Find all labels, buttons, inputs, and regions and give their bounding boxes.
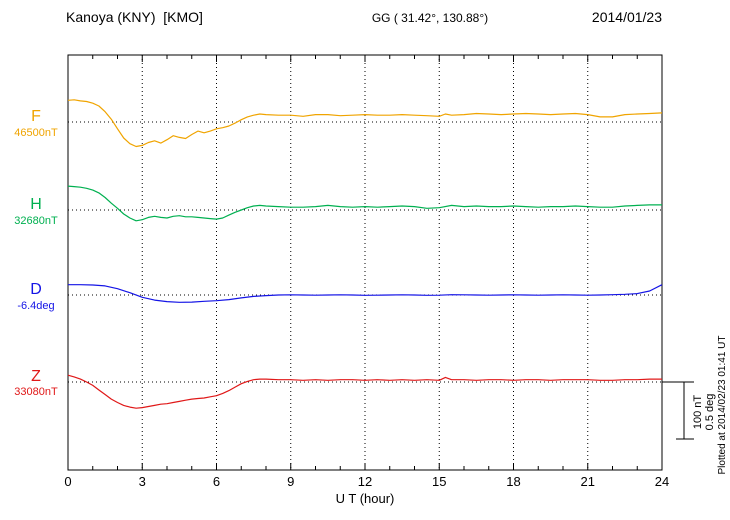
x-tick-label: 15 [432,474,446,489]
trace-Z [67,374,662,409]
x-tick-label: 24 [655,474,669,489]
scale-label-deg: 0.5 deg [704,393,716,431]
series-baseline-F: 46500nT [14,127,58,139]
trace-D [68,284,663,303]
series-baseline-H: 32680nT [14,215,58,227]
plotted-at-note: Plotted at 2014/02/23 01:41 UT [717,335,728,475]
series-baseline-Z: 33080nT [14,386,58,398]
x-tick-label: 6 [213,474,220,489]
trace-H [67,185,662,222]
geographic-coords: GG ( 31.42°, 130.88°) [371,11,489,25]
series-label-F: F [31,108,41,125]
series-label-H: H [30,196,42,213]
trace-F [67,99,663,148]
x-tick-label: 12 [358,474,372,489]
x-tick-label: 0 [64,474,71,489]
series-baseline-D: -6.4deg [17,300,55,312]
plot-border [67,54,663,471]
plot-date: 2014/01/23 [591,9,662,25]
series-label-Z: Z [31,368,41,385]
x-tick-label: 3 [139,474,146,489]
x-axis-title: U T (hour) [335,491,395,506]
x-tick-label: 18 [506,474,520,489]
scale-label-nt: 100 nT [692,394,704,430]
series-label-D: D [30,281,42,298]
x-tick-label: 21 [581,474,595,489]
station-title: Kanoya (KNY) [KMO] [66,9,203,25]
x-tick-label: 9 [287,474,294,489]
